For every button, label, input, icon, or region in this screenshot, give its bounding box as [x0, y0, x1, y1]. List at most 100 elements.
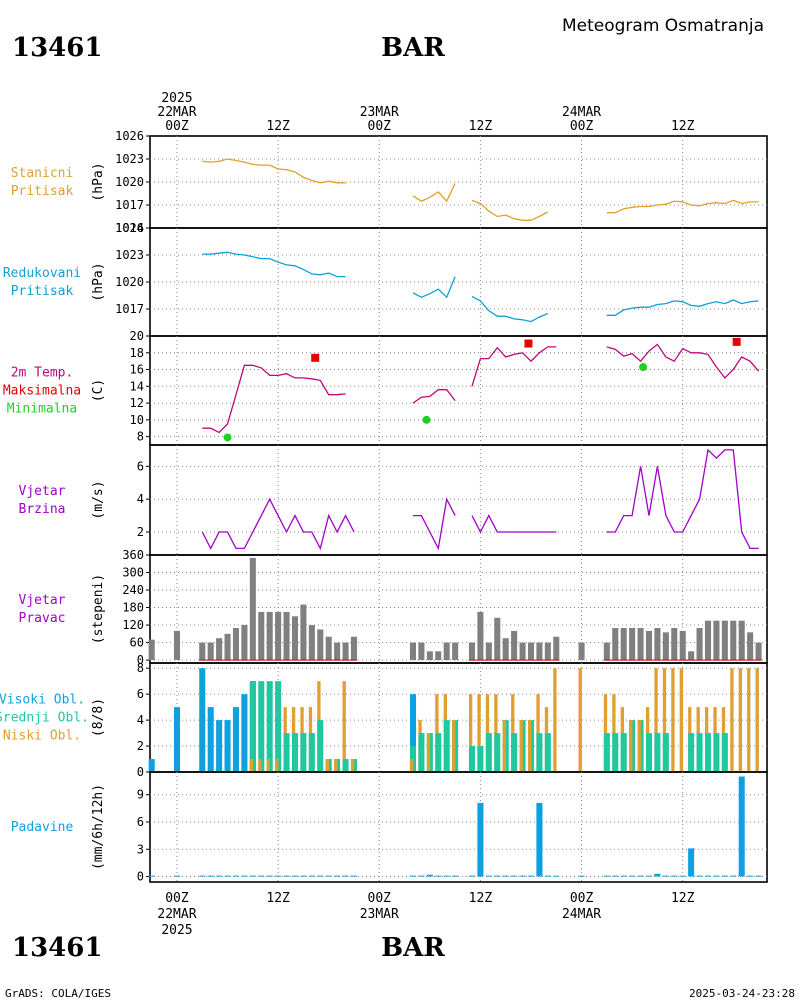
precip-bar — [620, 875, 627, 877]
y-tick-label: 300 — [122, 566, 144, 580]
wind-direction-bar — [578, 642, 585, 661]
cloud-mid-bar — [544, 733, 551, 772]
cloud-low-bar — [738, 668, 743, 772]
cloud-low-bar — [334, 759, 338, 772]
wind-direction-bar — [637, 627, 644, 661]
footer-right: 2025-03-24-23:28 — [689, 987, 795, 1000]
wind-direction-bar — [148, 639, 155, 661]
cloud-low-bar — [325, 759, 329, 772]
precip-bar — [266, 875, 273, 877]
wind-direction-bar — [283, 611, 290, 661]
cloud-low-bar — [468, 694, 473, 772]
y-axis-unit: (hPa) — [91, 262, 106, 301]
y-tick-label: 1023 — [115, 248, 144, 262]
wind-direction-bar — [266, 611, 273, 661]
cloud-mid-bar — [696, 733, 703, 772]
cloud-low-bar — [747, 668, 751, 772]
y-tick-label: 1023 — [115, 152, 144, 166]
precip-bar — [637, 875, 644, 877]
precip-bar — [688, 848, 695, 877]
min-temp-marker — [223, 433, 232, 442]
cloud-low-bar — [629, 720, 633, 772]
wind-direction-bar — [494, 617, 501, 661]
precip-bar — [679, 875, 686, 877]
wind-direction-bar — [317, 629, 324, 661]
panel-label: Brzina — [19, 502, 66, 517]
y-tick-label: 1017 — [115, 198, 144, 212]
precip-bar — [502, 875, 509, 877]
cloud-mid-bar — [249, 681, 256, 772]
footer-left: GrADS: COLA/IGES — [5, 987, 111, 1000]
wind-direction-bar — [426, 651, 433, 661]
cloud-mid-bar — [485, 733, 492, 772]
bottom-time-label: 2025 — [161, 923, 192, 938]
min-temp-marker — [639, 363, 648, 372]
wind-direction-bar — [173, 630, 181, 661]
bottom-time-label: 24MAR — [562, 907, 601, 922]
precip-bar — [241, 875, 248, 877]
y-tick-label: 120 — [122, 618, 144, 632]
precip-bar — [258, 875, 265, 877]
precip-bar — [283, 875, 290, 877]
precip-bar — [696, 875, 703, 877]
cloud-mid-bar — [435, 733, 442, 772]
bottom-time-label: 12Z — [671, 891, 695, 906]
cloud-low-bar — [426, 733, 431, 772]
precip-bar — [317, 875, 324, 877]
series-line — [202, 251, 346, 278]
wind-direction-bar — [721, 620, 728, 661]
precip-bar — [418, 875, 425, 877]
y-tick-label: 240 — [122, 583, 144, 597]
wind-direction-bar — [241, 625, 248, 661]
cloud-mid-bar — [654, 733, 661, 772]
min-temp-marker — [422, 415, 431, 424]
wind-direction-bar — [654, 627, 661, 661]
wind-direction-bar — [199, 642, 206, 661]
cloud-mid-bar — [603, 733, 610, 772]
panel-temperature: 8 10 12 14 16 18 20 (C) 2m Temp. Maksimalna Minima… — [3, 329, 768, 446]
station-id-top: 13461 — [12, 33, 102, 63]
wind-direction-bar — [688, 651, 695, 661]
max-temp-marker — [524, 339, 533, 348]
bottom-time-label: 00Z — [165, 891, 189, 906]
y-axis-unit: (hPa) — [91, 162, 106, 201]
cloud-high-bar — [409, 694, 417, 772]
wind-direction-bar — [620, 627, 627, 661]
y-tick-label: 8 — [137, 430, 144, 444]
chart-title: Meteogram Osmatranja — [562, 16, 764, 36]
cloud-low-bar — [452, 720, 456, 772]
y-tick-label: 16 — [130, 363, 144, 377]
panel-label: Redukovani — [3, 266, 81, 281]
y-axis-unit: (mm/6h/12h) — [91, 784, 106, 870]
wind-direction-bar — [258, 611, 265, 661]
cloud-low-bar — [350, 759, 355, 772]
wind-direction-bar — [325, 636, 332, 661]
cloud-mid-bar — [443, 720, 450, 772]
series-line — [413, 497, 456, 551]
cloud-high-bar — [241, 694, 248, 772]
precip-bar — [468, 875, 476, 877]
precip-bar — [662, 875, 669, 877]
cloud-mid-bar — [536, 733, 543, 772]
wind-direction-bar — [452, 642, 459, 661]
precip-bar — [536, 802, 543, 877]
top-time-label: 00Z — [165, 119, 189, 134]
cloud-mid-bar — [704, 733, 712, 772]
cloud-low-bar — [409, 759, 414, 772]
y-tick-label: 1014 — [115, 221, 144, 235]
wind-direction-bar — [527, 642, 535, 661]
wind-direction-bar — [629, 627, 636, 661]
panel-clouds: 0 2 4 6 8 (8/8) Visoki Obl. Srednji Obl. Niski O… — [0, 661, 768, 779]
cloud-mid-bar — [494, 733, 501, 772]
precip-bar — [308, 875, 315, 877]
precip-bar — [452, 875, 459, 877]
y-tick-label: 3 — [137, 842, 144, 856]
wind-direction-bar — [696, 627, 703, 661]
cloud-mid-bar — [291, 733, 299, 772]
panel-frame — [149, 444, 768, 556]
wind-direction-bar — [536, 642, 543, 661]
y-tick-label: 360 — [122, 548, 144, 562]
station-name-bottom: BAR — [381, 933, 445, 963]
series-line — [202, 364, 346, 434]
top-time-label: 12Z — [469, 119, 493, 134]
